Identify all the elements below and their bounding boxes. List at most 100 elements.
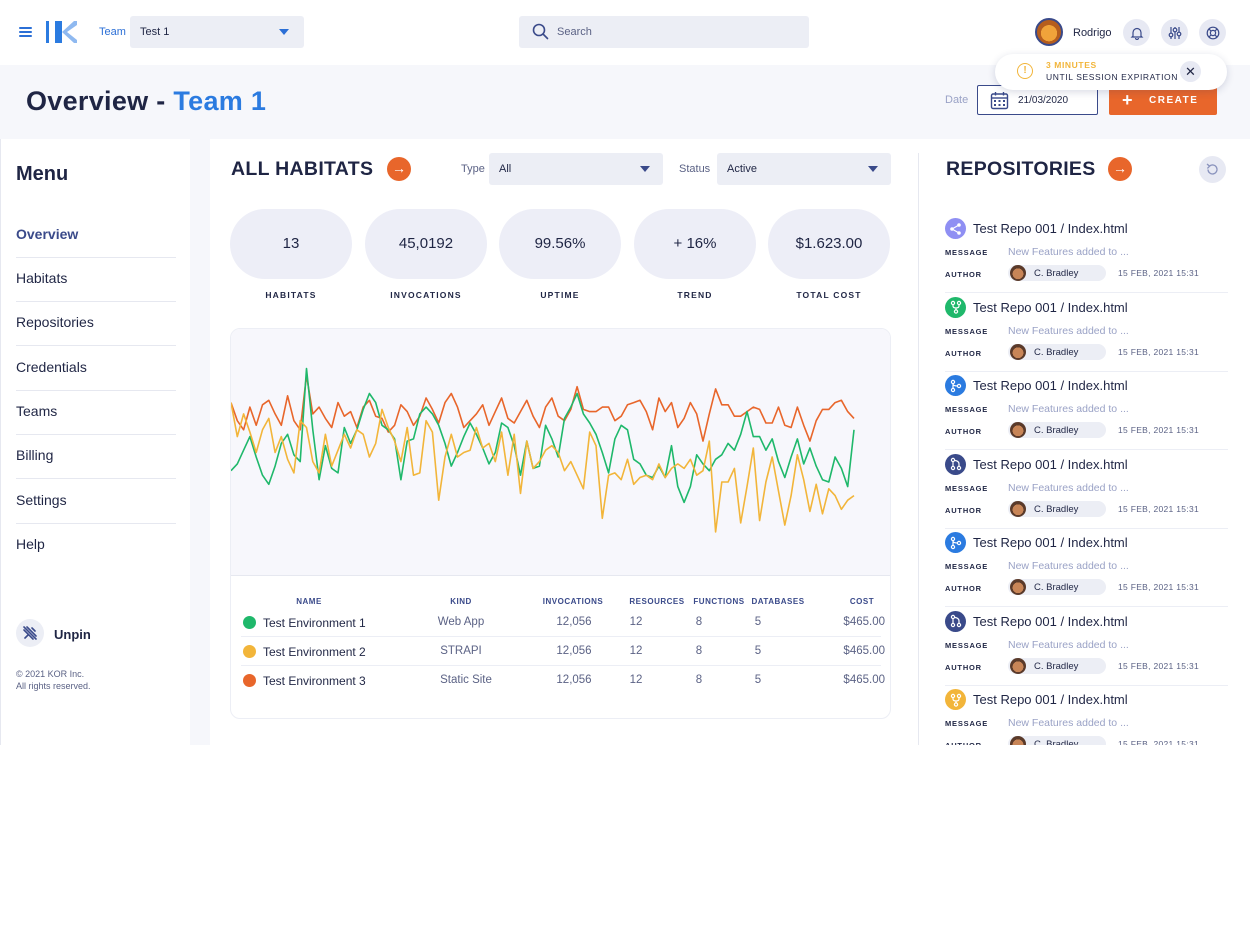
refresh-button[interactable]	[1199, 156, 1226, 183]
search-box[interactable]	[519, 16, 809, 48]
sidebar-item-overview[interactable]: Overview	[16, 214, 176, 258]
team-label: Team	[99, 26, 126, 38]
author-avatar	[1010, 657, 1026, 674]
repository-item[interactable]: Test Repo 001 / Index.html MESSAGE New Fea…	[945, 528, 1228, 607]
branch-icon	[945, 375, 966, 396]
kor-logo[interactable]	[46, 20, 78, 44]
user-name[interactable]: Rodrigo	[1073, 27, 1112, 39]
table-row[interactable]: Test Environment 3 Static Site 12,056 12…	[241, 666, 885, 695]
user-avatar[interactable]	[1035, 18, 1063, 46]
kpi-label: HABITATS	[265, 290, 317, 300]
author-label: AUTHOR	[945, 270, 982, 279]
date-picker[interactable]: 21/03/2020	[977, 85, 1098, 115]
type-select[interactable]: All	[489, 153, 663, 185]
sidebar-item-billing[interactable]: Billing	[16, 435, 176, 479]
help-button[interactable]	[1199, 19, 1226, 46]
lifebuoy-icon	[1206, 26, 1219, 39]
author-chip[interactable]: C. Bradley	[1008, 657, 1106, 674]
sidebar-item-help[interactable]: Help	[16, 524, 176, 568]
status-dot	[243, 616, 256, 629]
sidebar-gutter	[190, 139, 210, 745]
table-row[interactable]: Test Environment 1 Web App 12,056 12 8 5…	[241, 608, 885, 637]
repository-title[interactable]: Test Repo 001 / Index.html	[973, 221, 1128, 236]
sidebar-item-label: Billing	[16, 447, 54, 463]
env-resources: 12	[629, 645, 643, 657]
repository-item[interactable]: Test Repo 001 / Index.html MESSAGE New Fea…	[945, 371, 1228, 450]
author-label: AUTHOR	[945, 427, 982, 436]
message-label: MESSAGE	[945, 719, 989, 728]
author-avatar	[1010, 500, 1026, 517]
env-cost: $465.00	[843, 645, 885, 657]
repository-title[interactable]: Test Repo 001 / Index.html	[973, 456, 1128, 472]
arrow-right-icon[interactable]: →	[1108, 157, 1132, 181]
column-header-resources: RESOURCES	[629, 597, 685, 606]
commit-message: New Features added to ...	[1008, 481, 1129, 494]
author-name: C. Bradley	[1034, 425, 1079, 436]
repository-title[interactable]: Test Repo 001 / Index.html	[973, 692, 1128, 707]
kpi-total-cost: $1.623.00	[768, 209, 890, 279]
search-input[interactable]	[557, 24, 797, 40]
env-databases: 5	[754, 645, 762, 657]
author-chip[interactable]: C. Bradley	[1008, 736, 1106, 745]
status-select[interactable]: Active	[717, 153, 891, 185]
filters-button[interactable]	[1161, 19, 1188, 46]
message-label: MESSAGE	[945, 562, 989, 571]
notifications-button[interactable]	[1123, 19, 1150, 46]
sidebar-item-habitats[interactable]: Habitats	[16, 258, 176, 302]
sidebar-item-label: Habitats	[16, 270, 68, 286]
author-chip[interactable]: C. Bradley	[1008, 422, 1106, 438]
author-avatar	[1010, 265, 1026, 281]
repository-item[interactable]: Test Repo 001 / Index.html MESSAGE New Fea…	[945, 293, 1228, 372]
commit-date: 15 FEB, 2021 15:31	[1118, 660, 1200, 671]
team-select[interactable]: Test 1	[130, 16, 304, 48]
repository-title[interactable]: Test Repo 001 / Index.html	[973, 378, 1128, 393]
sidebar-item-teams[interactable]: Teams	[16, 391, 176, 435]
repository-item[interactable]: Test Repo 001 / Index.html MESSAGE New Fea…	[945, 214, 1228, 293]
repository-title[interactable]: Test Repo 001 / Index.html	[973, 535, 1128, 550]
create-button[interactable]: + CREATE	[1109, 85, 1217, 115]
env-kind: Web App	[437, 616, 485, 628]
rights-line: All rights reserved.	[16, 681, 91, 691]
merge-icon	[945, 610, 966, 632]
repository-item[interactable]: Test Repo 001 / Index.html MESSAGE New Fea…	[945, 607, 1228, 686]
arrow-right-icon[interactable]: →	[387, 157, 411, 181]
kpi-habitats: 13	[230, 209, 352, 279]
kpi-value: 99.56%	[534, 235, 586, 252]
env-functions: 8	[695, 674, 703, 686]
sidebar-item-repositories[interactable]: Repositories	[16, 302, 176, 346]
column-header-cost: COST	[849, 597, 875, 606]
sliders-icon	[1168, 26, 1181, 39]
close-icon[interactable]: ✕	[1180, 61, 1201, 82]
bell-icon	[1130, 27, 1143, 40]
session-message: UNTIL SESSION EXPIRATION	[1046, 72, 1179, 82]
sidebar-item-settings[interactable]: Settings	[16, 480, 176, 524]
author-chip[interactable]: C. Bradley	[1008, 343, 1106, 360]
refresh-icon	[1206, 163, 1218, 175]
repository-title[interactable]: Test Repo 001 / Index.html	[973, 299, 1128, 315]
author-chip[interactable]: C. Bradley	[1008, 500, 1106, 517]
author-label: AUTHOR	[945, 662, 982, 672]
author-chip[interactable]: C. Bradley	[1008, 579, 1106, 595]
column-header-name: NAME	[296, 597, 322, 606]
type-select-value: All	[499, 163, 512, 175]
kpi-value: 45,0192	[398, 235, 454, 252]
sidebar-item-credentials[interactable]: Credentials	[16, 347, 176, 391]
plus-icon: +	[1122, 90, 1133, 110]
sidebar-title: Menu	[16, 163, 69, 185]
hamburger-menu-icon[interactable]	[19, 27, 32, 37]
commit-date: 15 FEB, 2021 15:31	[1118, 582, 1200, 592]
column-header-invocations: INVOCATIONS	[542, 597, 604, 606]
author-name: C. Bradley	[1034, 660, 1079, 672]
date-value: 21/03/2020	[1018, 95, 1069, 106]
env-functions: 8	[695, 645, 703, 657]
commit-date: 15 FEB, 2021 15:31	[1118, 739, 1200, 745]
author-chip[interactable]: C. Bradley	[1008, 265, 1106, 281]
sidebar-item-label: Teams	[16, 403, 58, 419]
copyright: © 2021 KOR Inc. All rights reserved.	[16, 668, 91, 692]
table-row[interactable]: Test Environment 2 STRAPI 12,056 12 8 5 …	[241, 637, 885, 666]
repository-item[interactable]: Test Repo 001 / Index.html MESSAGE New Fea…	[945, 450, 1228, 529]
repository-item[interactable]: Test Repo 001 / Index.html MESSAGE New Fea…	[945, 685, 1228, 745]
author-label: AUTHOR	[945, 505, 982, 515]
sidebar-item-label: Credentials	[16, 359, 87, 375]
repository-title[interactable]: Test Repo 001 / Index.html	[973, 613, 1128, 629]
